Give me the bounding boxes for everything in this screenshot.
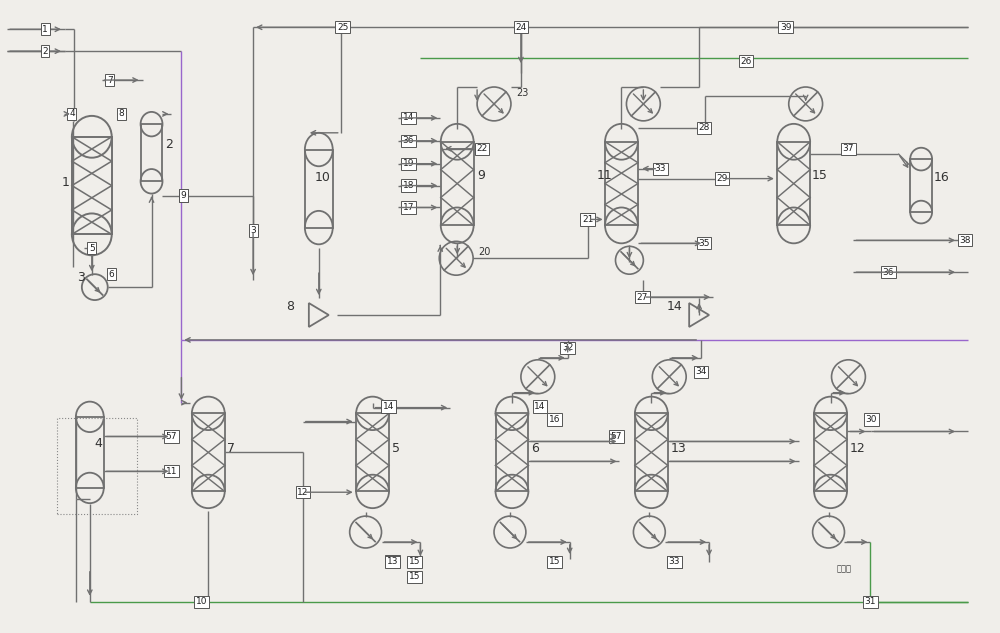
Text: 13: 13	[670, 442, 686, 455]
Text: 28: 28	[698, 123, 710, 132]
Text: 基料液: 基料液	[837, 564, 852, 573]
Text: 36: 36	[883, 268, 894, 277]
Text: 14: 14	[383, 402, 394, 411]
Text: 36: 36	[403, 136, 414, 146]
Text: 33: 33	[668, 558, 680, 567]
Text: 23: 23	[516, 88, 528, 98]
Bar	[814, 413, 847, 491]
Text: 15: 15	[409, 572, 420, 581]
Bar	[910, 159, 932, 212]
Text: 4: 4	[69, 110, 75, 118]
Text: 3: 3	[250, 226, 256, 235]
Text: 19: 19	[403, 159, 414, 168]
Bar	[305, 149, 333, 228]
Text: 8: 8	[286, 300, 294, 313]
Text: 11: 11	[166, 467, 177, 476]
Text: 18: 18	[403, 181, 414, 190]
Text: 3: 3	[77, 271, 85, 284]
Text: 5: 5	[89, 244, 95, 253]
Text: 15: 15	[549, 558, 561, 567]
Text: 9: 9	[181, 191, 186, 200]
Text: 6: 6	[531, 442, 539, 455]
Text: 37: 37	[843, 144, 854, 153]
Bar	[635, 413, 668, 491]
Text: 33: 33	[655, 164, 666, 173]
Text: 21: 21	[582, 215, 593, 224]
Bar	[496, 413, 528, 491]
Text: 16: 16	[934, 171, 950, 184]
Bar	[76, 417, 104, 488]
Text: 16: 16	[549, 415, 561, 424]
Text: 2: 2	[165, 138, 173, 151]
Text: 30: 30	[866, 415, 877, 424]
Bar	[57, 418, 137, 514]
Text: 11: 11	[597, 168, 612, 182]
Text: 24: 24	[515, 23, 527, 32]
Bar	[441, 142, 474, 225]
Text: 8: 8	[119, 110, 125, 118]
Text: 15: 15	[812, 168, 828, 182]
Text: 9: 9	[477, 168, 485, 182]
Text: 12: 12	[849, 442, 865, 455]
Text: 15: 15	[409, 558, 420, 567]
Text: 26: 26	[740, 56, 752, 66]
Text: 14: 14	[403, 113, 414, 122]
Text: 22: 22	[476, 144, 488, 153]
Bar	[72, 137, 112, 234]
Bar	[192, 413, 225, 491]
Text: 10: 10	[196, 598, 207, 606]
Bar	[777, 142, 810, 225]
Text: 2: 2	[42, 47, 48, 56]
Text: 31: 31	[865, 598, 876, 606]
Text: 6: 6	[109, 270, 115, 279]
Text: 9: 9	[181, 191, 186, 200]
Text: 27: 27	[637, 292, 648, 301]
Text: 7: 7	[227, 442, 235, 455]
Text: 34: 34	[695, 367, 707, 376]
Text: 39: 39	[780, 23, 791, 32]
Text: 32: 32	[562, 343, 573, 353]
Bar	[356, 413, 389, 491]
Bar	[605, 142, 638, 225]
Text: 29: 29	[716, 174, 728, 183]
Text: 20: 20	[478, 248, 490, 257]
Text: 1: 1	[62, 175, 70, 189]
Text: 57: 57	[611, 432, 622, 441]
Text: 38: 38	[959, 236, 971, 245]
Text: 5: 5	[392, 442, 400, 455]
Text: 1: 1	[42, 25, 48, 34]
Text: 25: 25	[337, 23, 348, 32]
Text: 12: 12	[297, 487, 309, 497]
Text: 13: 13	[387, 558, 398, 567]
Text: 14: 14	[383, 402, 394, 411]
Text: 7: 7	[107, 75, 113, 85]
Text: 17: 17	[403, 203, 414, 212]
Text: 33: 33	[668, 558, 680, 567]
Text: 14: 14	[666, 300, 682, 313]
Text: 13: 13	[387, 556, 398, 565]
Text: 10: 10	[315, 171, 331, 184]
Text: 14: 14	[534, 402, 546, 411]
Text: 4: 4	[95, 437, 103, 451]
Text: 57: 57	[166, 432, 177, 441]
Bar	[141, 124, 162, 181]
Text: 35: 35	[698, 239, 710, 248]
